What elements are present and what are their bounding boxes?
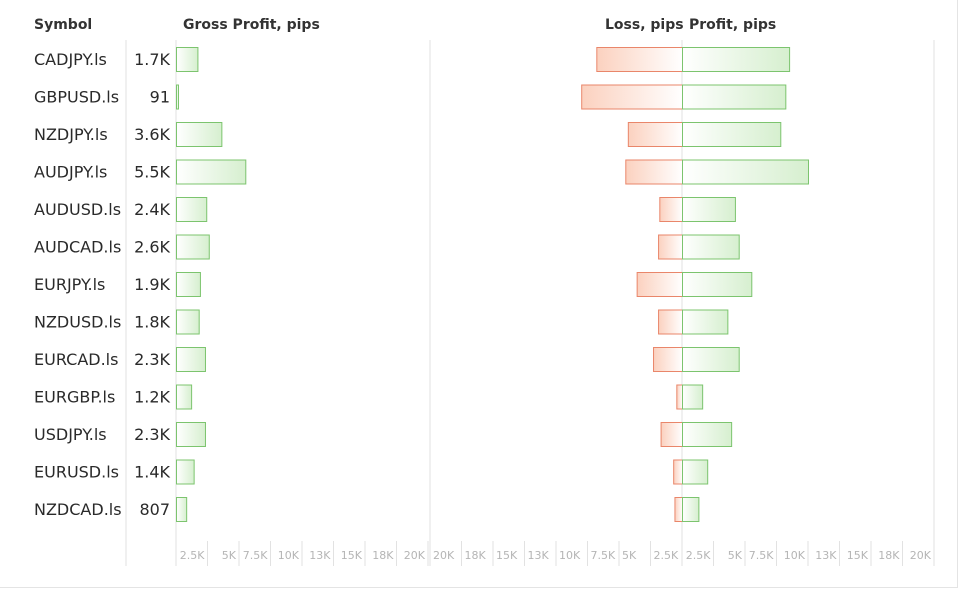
gross-profit-tick-label: 13K (309, 549, 331, 562)
symbol-label: AUDCAD.ls (34, 238, 121, 257)
symbol-label: CADJPY.ls (34, 50, 107, 69)
symbol-label: EURJPY.ls (34, 275, 105, 294)
gross-profit-value-label: 5.5K (134, 163, 170, 182)
gross-profit-header: Gross Profit, pips (183, 17, 320, 33)
profit-bar (682, 384, 704, 410)
profit-tick-label: 18K (878, 549, 900, 562)
loss-tick-label: 10K (559, 549, 581, 562)
profit-tick-label: 7.5K (749, 549, 774, 562)
profit-tick-label: 13K (815, 549, 837, 562)
gross-profit-tick-label: 7.5K (243, 549, 268, 562)
profit-bar (682, 234, 740, 260)
profit-bar (682, 459, 709, 485)
gross-profit-value-label: 1.4K (134, 463, 170, 482)
gross-profit-tick-label: 5K (222, 549, 237, 562)
loss-tick-label: 15K (496, 549, 518, 562)
profit-header: Profit, pips (689, 17, 777, 33)
profit-tick-label: 2.5K (686, 549, 711, 562)
loss-tick-label: 20K (433, 549, 455, 562)
gross-profit-bar (176, 234, 210, 260)
profit-tick-label: 5K (728, 549, 743, 562)
loss-bar (658, 234, 683, 260)
symbol-label: EURGBP.ls (34, 388, 115, 407)
symbol-label: GBPUSD.ls (34, 88, 119, 107)
symbol-label: EURUSD.ls (34, 463, 119, 482)
gross-profit-bar (176, 197, 208, 222)
loss-tick-label: 7.5K (591, 549, 616, 562)
gross-profit-value-label: 3.6K (134, 125, 170, 144)
loss-bar (581, 84, 684, 110)
bar-layer (176, 47, 809, 522)
gross-profit-bar (176, 47, 199, 72)
gross-profit-value-label: 91 (150, 88, 170, 107)
loss-bar (625, 159, 683, 185)
gross-profit-value-label: 2.3K (134, 425, 170, 444)
gross-profit-value-label: 1.2K (134, 388, 170, 407)
symbol-header: Symbol (34, 17, 93, 33)
gross-profit-value-label: 1.8K (134, 313, 170, 332)
loss-bar (676, 384, 684, 410)
gross-profit-tick-label: 10K (278, 549, 300, 562)
gross-profit-bar (176, 309, 200, 335)
symbol-label: EURCAD.ls (34, 350, 118, 369)
loss-bar (653, 347, 684, 372)
loss-header: Loss, pips (605, 17, 684, 33)
gross-profit-value-label: 807 (139, 500, 170, 519)
loss-bar (674, 497, 684, 522)
profit-bar (682, 422, 733, 447)
loss-bar (627, 122, 684, 147)
gross-profit-tick-label: 2.5K (180, 549, 205, 562)
profit-bar (682, 197, 736, 222)
profit-bar (682, 84, 787, 110)
loss-tick-label: 18K (465, 549, 487, 562)
gross-profit-value-label: 1.9K (134, 275, 170, 294)
gross-profit-value-label: 2.3K (134, 350, 170, 369)
symbol-label: NZDUSD.ls (34, 313, 121, 332)
gross-profit-bar (176, 347, 206, 372)
gross-profit-value-label: 1.7K (134, 50, 170, 69)
gross-profit-bar (176, 422, 206, 447)
gross-profit-tick-label: 20K (404, 549, 426, 562)
gross-profit-bar (176, 159, 247, 185)
loss-bar (659, 197, 684, 222)
profit-bar (682, 47, 791, 72)
profit-bar (682, 122, 782, 147)
profit-bar (682, 159, 809, 185)
symbol-label: NZDJPY.ls (34, 125, 108, 144)
loss-tick-label: 5K (622, 549, 637, 562)
gross-profit-bar (176, 122, 223, 147)
loss-bar (636, 272, 684, 297)
loss-bar (660, 422, 684, 447)
loss-tick-label: 13K (528, 549, 550, 562)
loss-tick-label: 2.5K (654, 549, 679, 562)
text-layer: 2.5K 5K 7.5K 10K 13K 15K 18K 20K 20K 18K 15K 13K 10K… (34, 50, 932, 562)
symbol-label: AUDJPY.ls (34, 163, 107, 182)
grid-layer (125, 40, 935, 566)
loss-bar (673, 459, 683, 485)
gross-profit-tick-label: 18K (372, 549, 394, 562)
profit-bar (682, 497, 700, 522)
gross-profit-value-label: 2.6K (134, 238, 170, 257)
gross-profit-bar (176, 84, 179, 110)
loss-bar (596, 47, 684, 72)
profit-tick-label: 10K (784, 549, 806, 562)
profit-bar (682, 347, 740, 372)
profit-tick-label: 20K (910, 549, 932, 562)
profit-tick-label: 15K (847, 549, 869, 562)
gross-profit-bar (176, 459, 195, 485)
gross-profit-value-label: 2.4K (134, 200, 170, 219)
gross-profit-bar (176, 384, 193, 410)
loss-bar (658, 309, 683, 335)
gross-profit-bar (176, 272, 201, 297)
gross-profit-bar (176, 497, 188, 522)
symbol-label: NZDCAD.ls (34, 500, 122, 519)
profit-bar (682, 309, 729, 335)
symbol-label: USDJPY.ls (34, 425, 107, 444)
symbol-label: AUDUSD.ls (34, 200, 121, 219)
gross-profit-tick-label: 15K (341, 549, 363, 562)
profit-bar (682, 272, 753, 297)
